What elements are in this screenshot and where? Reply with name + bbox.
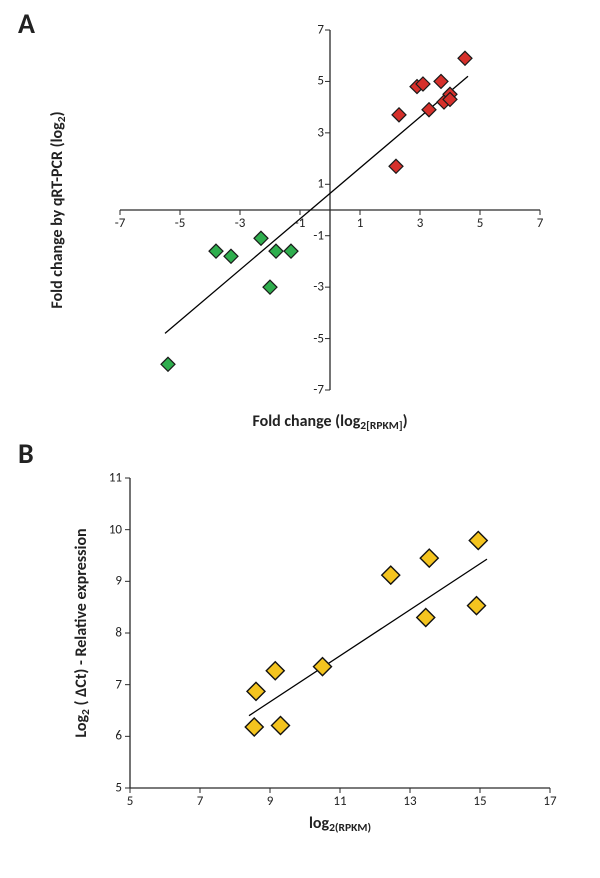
panel-A-trendline [165,76,468,333]
panel-A-label: A [18,6,35,41]
panel-A-point-downregulated [209,244,223,258]
panel-B-xtick: 5 [127,794,134,809]
panel-B-plot [130,478,550,788]
panel-B-svg [130,478,550,788]
panel-B-point [469,532,487,550]
panel-B-point [468,597,486,615]
panel-A-point-downregulated [224,249,238,263]
panel-A-point-downregulated [263,280,277,294]
panel-A-point-downregulated [254,231,268,245]
panel-A-svg [120,30,540,390]
figure-root: A B Fold change (log2[RPKM]) Fold change… [0,0,600,878]
panel-B-label: B [18,436,34,471]
panel-A-point-upregulated [458,51,472,65]
panel-A-y-axis-label: Fold change by qRT-PCR (log2) [48,30,69,390]
panel-B-xtick: 9 [267,794,274,809]
panel-A-x-axis-label: Fold change (log2[RPKM]) [120,412,540,433]
panel-B-ytick: 11 [100,471,122,486]
panel-A-point-upregulated [434,74,448,88]
panel-A-point-downregulated [269,244,283,258]
panel-B-ytick: 7 [100,677,122,692]
panel-B-point [272,716,290,734]
panel-B-point [245,718,263,736]
panel-B-point [417,609,435,627]
panel-B-trendline [249,559,487,716]
panel-B-point [247,682,265,700]
panel-A-point-downregulated [284,244,298,258]
panel-B-xtick: 17 [543,794,556,809]
panel-A-point-upregulated [389,159,403,173]
panel-B-x-axis-label: log2(RPKM) [130,814,550,835]
panel-B-point [314,658,332,676]
panel-B-ytick: 10 [100,522,122,537]
panel-B-xtick: 15 [473,794,486,809]
panel-B-point [266,662,284,680]
panel-B-y-axis-label: Log2 ( ΔCt) - Relative expression [72,478,93,788]
panel-B-point [420,549,438,567]
panel-B-xtick: 11 [333,794,346,809]
panel-A-point-upregulated [392,108,406,122]
panel-B-ytick: 8 [100,626,122,641]
panel-B-xtick: 13 [403,794,416,809]
panel-A-point-downregulated [161,357,175,371]
panel-B-ytick: 6 [100,729,122,744]
panel-B-xtick: 7 [197,794,204,809]
panel-B-ytick: 9 [100,574,122,589]
panel-B-point [382,566,400,584]
panel-B-ytick: 5 [100,781,122,796]
panel-A-plot [120,30,540,390]
